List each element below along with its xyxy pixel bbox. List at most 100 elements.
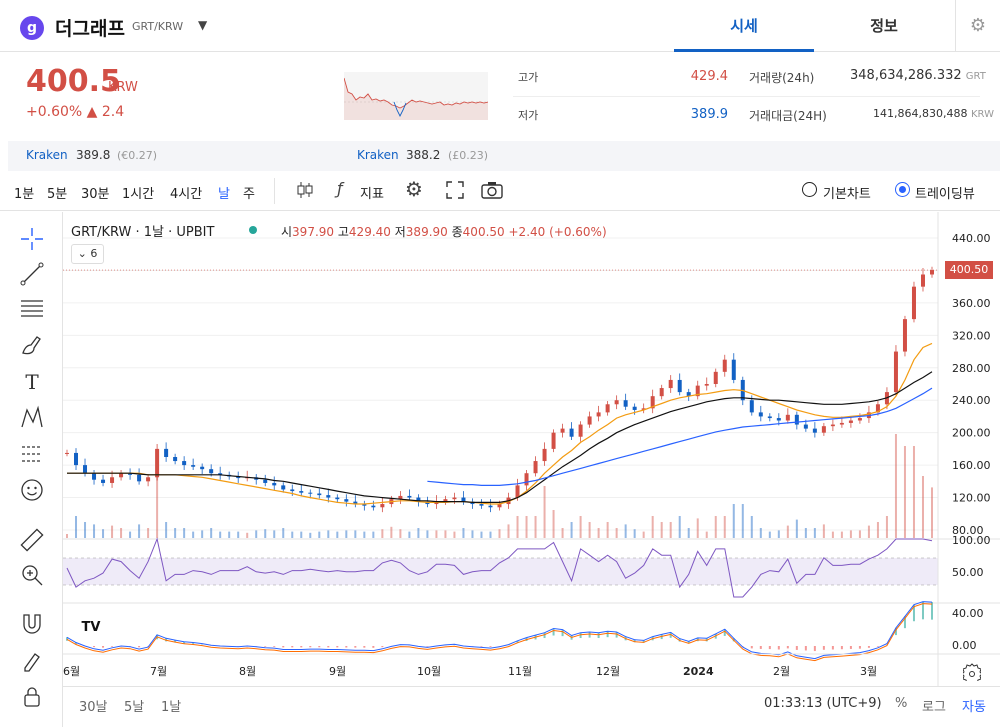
bottom-bar <box>63 686 1000 727</box>
volume-bar <box>894 434 897 538</box>
pattern-icon[interactable] <box>19 405 45 431</box>
macd-hist-bar <box>687 641 690 644</box>
exchange-name[interactable]: Kraken <box>26 148 68 162</box>
emoji-icon[interactable] <box>19 477 45 503</box>
timeframe-5m[interactable]: 5분 <box>47 187 68 202</box>
candle-body <box>605 404 610 413</box>
camera-icon[interactable] <box>481 181 503 199</box>
indicators-button[interactable]: 지표 <box>360 187 384 202</box>
timeframe-1h[interactable]: 1시간 <box>122 187 155 202</box>
candle-body <box>587 416 592 425</box>
fullscreen-icon[interactable] <box>446 181 464 199</box>
volume-bar <box>651 516 654 538</box>
candle-body <box>299 491 304 493</box>
volume-bar <box>813 528 816 538</box>
range-30d[interactable]: 30날 <box>79 700 108 715</box>
candle-body <box>497 504 502 508</box>
macd-hist-bar <box>768 646 771 650</box>
timeframe-30m[interactable]: 30분 <box>81 187 110 202</box>
chart-grid <box>63 237 938 531</box>
candle-body <box>830 424 835 427</box>
timeframe-4h[interactable]: 4시간 <box>170 187 203 202</box>
candle-body <box>767 416 772 419</box>
volume-bar <box>174 528 177 538</box>
ruler-icon[interactable] <box>19 527 45 553</box>
basic-chart-label[interactable]: 기본차트 <box>823 187 871 202</box>
range-5d[interactable]: 5날 <box>124 700 145 715</box>
macd-hist-bar <box>561 629 564 637</box>
gear-icon[interactable]: ⚙ <box>955 0 1000 52</box>
volume-bar <box>66 534 68 538</box>
volume-bar <box>471 530 474 538</box>
text-tool-icon[interactable]: T <box>25 370 39 394</box>
fib-retracement-icon[interactable] <box>19 296 45 322</box>
macd-hist-bar <box>102 646 105 648</box>
candle-body <box>290 489 295 492</box>
candle-body <box>560 428 565 433</box>
macd-hist-bar <box>931 602 933 620</box>
volume-bar <box>741 504 744 538</box>
magnet-icon[interactable] <box>19 611 45 637</box>
crosshair-icon[interactable] <box>19 226 45 252</box>
brush-icon[interactable] <box>19 333 45 359</box>
candle-body <box>704 384 709 386</box>
volume-bar <box>246 532 249 538</box>
tradingview-label[interactable]: 트레이딩뷰 <box>915 187 975 202</box>
tradingview-radio[interactable] <box>895 182 910 197</box>
zoom-icon[interactable] <box>19 562 45 588</box>
volume-bar <box>201 530 204 538</box>
exchange-name[interactable]: Kraken <box>357 148 399 162</box>
volume-bar <box>921 476 924 538</box>
candle-body <box>128 473 133 475</box>
trend-line-icon[interactable] <box>19 261 45 287</box>
tab-quote[interactable]: 시세 <box>674 0 814 52</box>
candle-body <box>722 359 727 372</box>
timeframe-day[interactable]: 날 <box>218 187 230 202</box>
indicator-count: 6 <box>90 247 98 260</box>
chart-toolbar <box>0 171 1000 211</box>
tradingview-logo[interactable]: TV <box>76 617 106 639</box>
lock-icon[interactable] <box>19 684 45 710</box>
measure-lines-icon[interactable] <box>19 441 45 467</box>
volume-bar <box>147 528 150 538</box>
volume-bar <box>714 516 717 538</box>
macd-hist-bar <box>174 640 177 643</box>
range-1d[interactable]: 1날 <box>161 700 182 715</box>
candlestick-icon[interactable] <box>296 180 314 200</box>
function-icon[interactable]: ƒ <box>337 179 343 198</box>
macd-hist-bar <box>381 646 384 648</box>
volume-bar <box>165 522 168 538</box>
timeframe-week[interactable]: 주 <box>243 187 255 202</box>
macd-hist-bar <box>795 646 798 650</box>
chart-settings-gear-icon[interactable] <box>963 663 981 681</box>
volume-bar <box>660 522 663 538</box>
candle-body <box>875 404 880 413</box>
volume-bar <box>273 530 276 538</box>
macd-hist-bar <box>291 646 294 648</box>
timeframe-1m[interactable]: 1분 <box>14 187 35 202</box>
volume-bars <box>66 434 933 538</box>
candle-body <box>182 461 187 466</box>
volume-bar <box>318 531 321 538</box>
lock-drawings-icon[interactable] <box>19 647 45 673</box>
log-toggle[interactable]: 로그 <box>922 700 946 715</box>
basic-chart-radio[interactable] <box>802 182 817 197</box>
ma-line <box>427 387 933 486</box>
chevron-down-icon[interactable]: ▼ <box>198 18 208 32</box>
x-tick-label: 7월 <box>150 665 167 678</box>
volume-bar <box>543 486 546 538</box>
x-tick-label: 2월 <box>773 665 790 678</box>
auto-toggle[interactable]: 자동 <box>962 700 986 715</box>
legend-ohlc: 시397.90 고429.40 저389.90 종400.50 +2.40 (+… <box>281 223 607 240</box>
indicator-toggle[interactable]: ⌄ 6 <box>71 244 104 264</box>
gear-icon[interactable]: ⚙ <box>405 177 423 201</box>
macd-hist-bar <box>813 646 816 652</box>
volume-bar <box>687 528 690 538</box>
macd-hist-bar <box>858 646 861 649</box>
macd-hist-bar <box>192 642 195 644</box>
percent-toggle[interactable]: % <box>895 696 908 711</box>
macd-hist-bar <box>849 646 852 649</box>
tab-info[interactable]: 정보 <box>870 17 898 35</box>
candle-body <box>930 270 934 275</box>
